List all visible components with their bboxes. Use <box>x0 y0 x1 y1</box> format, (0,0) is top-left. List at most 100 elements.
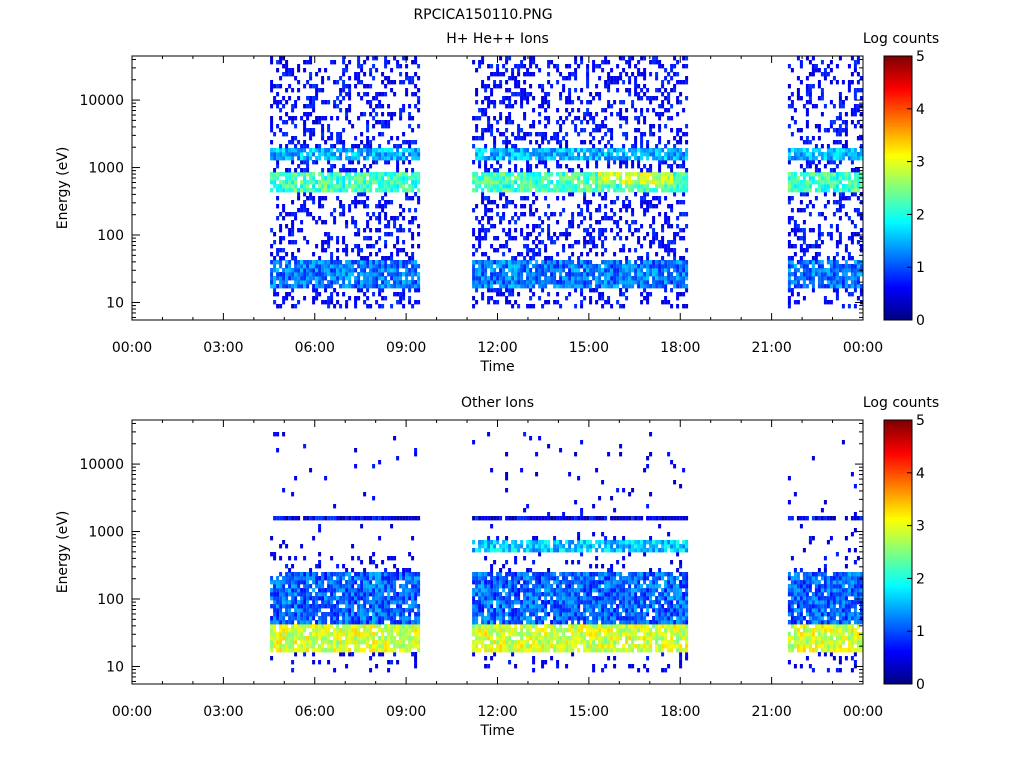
spectrogram-cell <box>832 268 836 273</box>
spectrogram-cell <box>589 264 593 269</box>
spectrogram-cell <box>291 660 295 665</box>
spectrogram-cell <box>679 200 683 205</box>
spectrogram-cell <box>312 260 316 265</box>
spectrogram-cell <box>276 640 280 645</box>
spectrogram-cell <box>607 172 611 177</box>
spectrogram-cell <box>336 572 340 577</box>
spectrogram-cell <box>568 112 572 117</box>
spectrogram-cell <box>646 260 650 265</box>
spectrogram-cell <box>279 572 283 577</box>
spectrogram-cell <box>315 268 319 273</box>
colorbar-step <box>884 170 912 174</box>
spectrogram-cell <box>793 156 797 161</box>
spectrogram-cell <box>595 148 599 153</box>
spectrogram-cell <box>499 264 503 269</box>
spectrogram-cell <box>363 264 367 269</box>
spectrogram-cell <box>838 132 842 137</box>
spectrogram-cell <box>652 124 656 129</box>
spectrogram-cell <box>300 624 304 629</box>
spectrogram-cell <box>499 156 503 161</box>
spectrogram-cell <box>330 176 334 181</box>
spectrogram-cell <box>375 176 379 181</box>
spectrogram-cell <box>282 280 286 285</box>
spectrogram-cell <box>360 264 364 269</box>
spectrogram-cell <box>673 188 677 193</box>
spectrogram-cell <box>523 280 527 285</box>
spectrogram-cell <box>273 232 277 237</box>
spectrogram-cell <box>291 108 295 113</box>
spectrogram-cell <box>505 244 509 249</box>
spectrogram-cell <box>589 156 593 161</box>
spectrogram-cell <box>790 184 794 189</box>
spectrogram-cell <box>288 96 292 101</box>
spectrogram-cell <box>571 120 575 125</box>
spectrogram-cell <box>297 628 301 633</box>
spectrogram-cell <box>844 152 848 157</box>
spectrogram-cell <box>366 276 370 281</box>
spectrogram-cell <box>853 92 857 97</box>
spectrogram-cell <box>321 196 325 201</box>
spectrogram-cell <box>499 268 503 273</box>
spectrogram-cell <box>565 148 569 153</box>
spectrogram-cell <box>670 176 674 181</box>
spectrogram-cell <box>411 176 415 181</box>
spectrogram-cell <box>517 72 521 77</box>
spectrogram-cell <box>640 88 644 93</box>
spectrogram-cell <box>339 148 343 153</box>
spectrogram-cell <box>853 284 857 289</box>
spectrogram-cell <box>577 152 581 157</box>
spectrogram-cell <box>369 140 373 145</box>
spectrogram-cell <box>520 64 524 69</box>
spectrogram-cell <box>532 108 536 113</box>
spectrogram-cell <box>619 228 623 233</box>
spectrogram-cell <box>634 152 638 157</box>
spectrogram-cell <box>634 268 638 273</box>
spectrogram-cell <box>619 176 623 181</box>
spectrogram-cell <box>366 100 370 105</box>
spectrogram-cell <box>562 76 566 81</box>
spectrogram-cell <box>294 148 298 153</box>
spectrogram-cell <box>291 596 295 601</box>
spectrogram-cell <box>342 264 346 269</box>
spectrogram-cell <box>288 152 292 157</box>
spectrogram-cell <box>321 300 325 305</box>
spectrogram-cell <box>285 604 289 609</box>
spectrogram-cell <box>823 176 827 181</box>
spectrogram-cell <box>577 212 581 217</box>
spectrogram-cell <box>631 104 635 109</box>
spectrogram-cell <box>859 96 863 101</box>
spectrogram-cell <box>535 276 539 281</box>
spectrogram-cell <box>475 260 479 265</box>
spectrogram-cell <box>832 152 836 157</box>
spectrogram-cell <box>514 100 518 105</box>
spectrogram-cell <box>291 564 295 569</box>
spectrogram-cell <box>502 96 506 101</box>
spectrogram-cell <box>517 148 521 153</box>
spectrogram-cell <box>321 584 325 589</box>
spectrogram-cell <box>505 184 509 189</box>
spectrogram-cell <box>838 284 842 289</box>
spectrogram-cell <box>682 200 686 205</box>
spectrogram-cell <box>300 648 304 653</box>
spectrogram-cell <box>838 112 842 117</box>
spectrogram-cell <box>399 272 403 277</box>
spectrogram-cell <box>505 272 509 277</box>
spectrogram-cell <box>535 268 539 273</box>
spectrogram-cell <box>586 80 590 85</box>
spectrogram-cell <box>321 632 325 637</box>
spectrogram-cell <box>571 176 575 181</box>
spectrogram-cell <box>481 132 485 137</box>
spectrogram-cell <box>526 232 530 237</box>
spectrogram-cell <box>586 180 590 185</box>
spectrogram-cell <box>309 100 313 105</box>
spectrogram-cell <box>511 120 515 125</box>
spectrogram-cell <box>829 60 833 65</box>
spectrogram-cell <box>493 200 497 205</box>
spectrogram-cell <box>417 64 421 69</box>
spectrogram-cell <box>417 156 421 161</box>
spectrogram-cell <box>631 56 635 61</box>
spectrogram-cell <box>417 176 421 181</box>
spectrogram-cell <box>357 608 361 613</box>
spectrogram-cell <box>369 228 373 233</box>
spectrogram-cell <box>312 104 316 109</box>
